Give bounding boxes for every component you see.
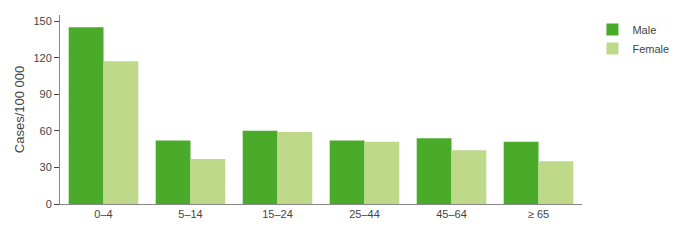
svg-text:Cases/100 000: Cases/100 000 bbox=[12, 66, 27, 153]
svg-text:120: 120 bbox=[33, 52, 51, 64]
svg-text:30: 30 bbox=[40, 161, 52, 173]
svg-text:60: 60 bbox=[40, 125, 52, 137]
svg-text:0–4: 0–4 bbox=[94, 208, 112, 220]
svg-text:45–64: 45–64 bbox=[436, 208, 467, 220]
svg-text:150: 150 bbox=[33, 15, 51, 27]
svg-text:90: 90 bbox=[40, 88, 52, 100]
svg-text:Male: Male bbox=[632, 24, 656, 36]
svg-text:≥ 65: ≥ 65 bbox=[528, 208, 549, 220]
svg-text:15–24: 15–24 bbox=[262, 208, 293, 220]
svg-text:5–14: 5–14 bbox=[178, 208, 202, 220]
svg-text:25–44: 25–44 bbox=[349, 208, 380, 220]
svg-text:0: 0 bbox=[46, 198, 52, 210]
svg-text:Female: Female bbox=[632, 43, 669, 55]
